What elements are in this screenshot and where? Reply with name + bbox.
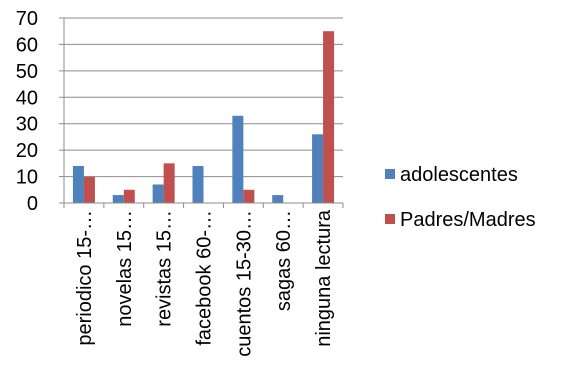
x-tick-label: periodico 15-…: [74, 210, 96, 346]
bar-series1: [192, 166, 204, 203]
x-tick-label: cuentos 15-30…: [233, 210, 255, 357]
bar-series1: [232, 115, 244, 203]
bar-series2: [323, 31, 335, 204]
legend-swatch: [385, 214, 395, 224]
legend-swatch: [385, 169, 395, 179]
x-tick-label: ninguna lectura: [313, 209, 335, 347]
y-tick-label: 50: [16, 61, 38, 83]
y-tick-label: 10: [16, 167, 38, 189]
y-tick-label: 20: [16, 140, 38, 162]
x-tick-label: sagas 60…: [273, 210, 295, 311]
axes: [63, 18, 343, 204]
bar-series1: [272, 195, 284, 203]
legend: adolescentes Padres/Madres: [385, 164, 536, 231]
y-axis-ticks: 0 10 20 30 40 50 60 70: [16, 8, 64, 215]
x-tick-label: novelas 15…: [114, 210, 136, 327]
x-axis-tick-labels: periodico 15-… novelas 15… revistas 15… fac…: [63, 203, 344, 357]
bar-series1: [312, 134, 324, 203]
y-tick-label: 30: [16, 114, 38, 136]
gridlines: [64, 17, 343, 178]
bar-series1: [112, 195, 124, 203]
y-tick-label: 40: [16, 87, 38, 109]
legend-label: adolescentes: [400, 164, 518, 186]
x-tick-label: facebook 60-…: [194, 210, 216, 346]
legend-label: Padres/Madres: [400, 209, 536, 231]
bar-series2: [243, 189, 255, 203]
bar-series2: [163, 163, 175, 203]
y-tick-label: 70: [16, 8, 38, 30]
bar-series2: [123, 189, 135, 203]
x-tick-label: revistas 15…: [154, 210, 176, 327]
y-tick-label: 0: [27, 193, 38, 215]
y-tick-label: 60: [16, 34, 38, 56]
bar-series2: [83, 176, 95, 203]
bar-series1: [152, 184, 164, 203]
bars: [72, 31, 335, 204]
bar-series1: [72, 166, 84, 203]
